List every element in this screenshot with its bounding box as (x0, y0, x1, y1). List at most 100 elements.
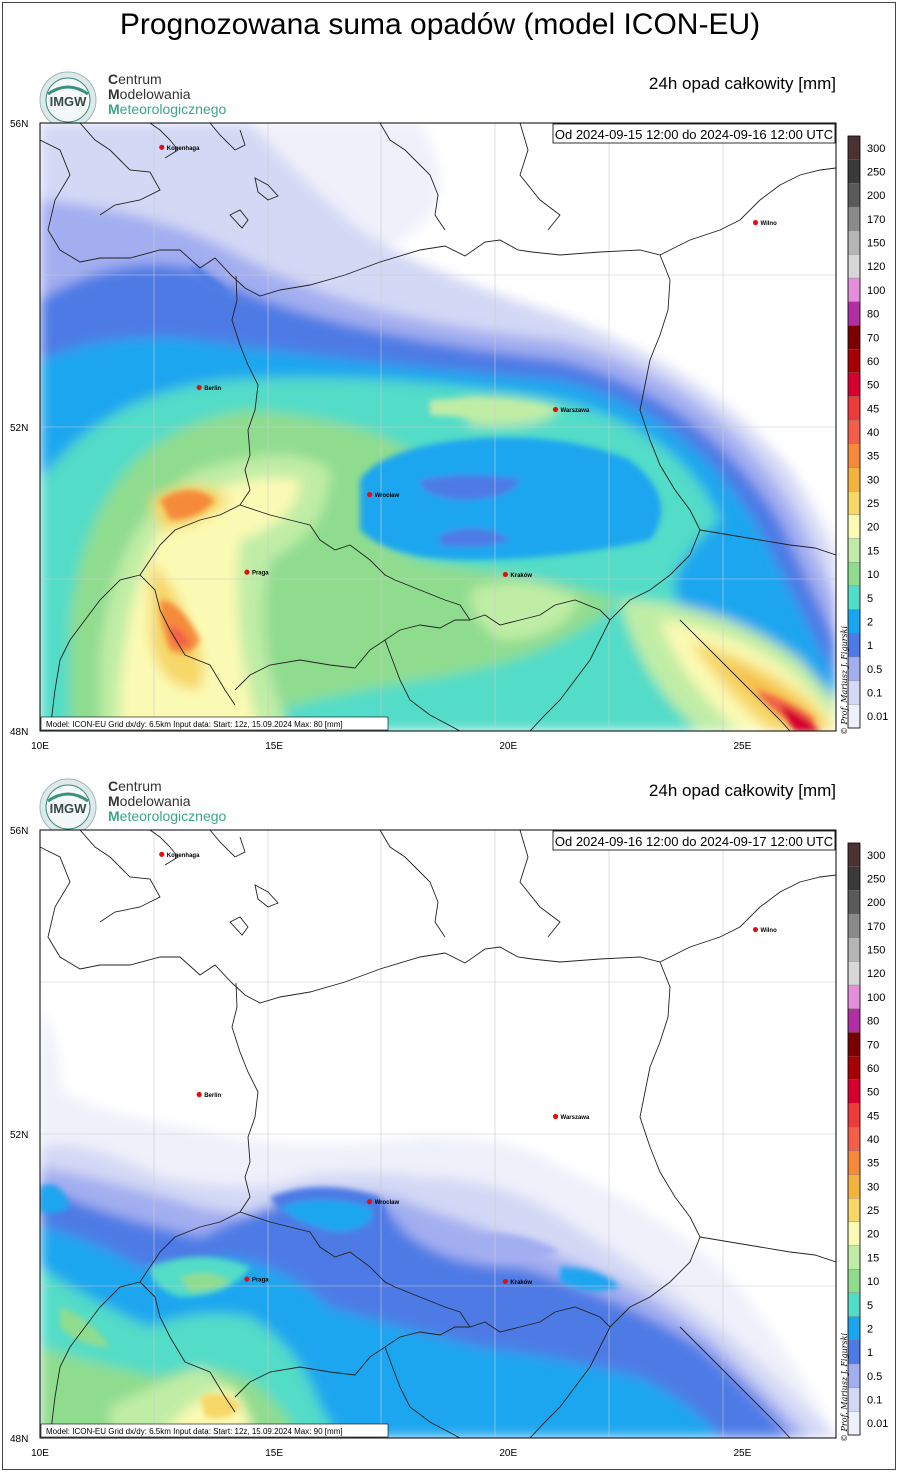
colorbar-label: 0.5 (867, 664, 882, 676)
city-dot (244, 569, 250, 575)
city-label: Kopenhaga (167, 853, 200, 859)
colorbar-label: 0.01 (867, 1418, 888, 1430)
lat-tick-label: 48N (10, 1434, 28, 1445)
colorbar-label: 200 (867, 897, 885, 909)
colorbar-label: 0.1 (867, 1394, 882, 1406)
colorbar-swatch (847, 230, 861, 255)
city-label: Kopenhaga (167, 146, 200, 152)
lat-tick-label: 56N (10, 826, 28, 837)
colorbar-swatch (847, 135, 861, 160)
city-marker: Kopenhaga (159, 851, 200, 859)
lat-tick-label: 52N (10, 423, 28, 434)
colorbar-label: 5 (867, 1300, 873, 1312)
colorbar-label: 15 (867, 1252, 879, 1264)
colorbar-label: 250 (867, 874, 885, 886)
colorbar-swatch (847, 348, 861, 373)
city-marker: Berlin (196, 384, 222, 392)
city-dot (367, 1199, 373, 1205)
city-marker: Warszawa (552, 406, 590, 414)
city-marker: Wrocław (367, 1199, 400, 1206)
lon-tick-label: 15E (265, 1448, 283, 1459)
colorbar-swatch (847, 1269, 861, 1294)
city-label: Berlin (204, 1093, 221, 1099)
colorbar-swatch (847, 1221, 861, 1246)
model-footer: Model: ICON-EU Grid dx/dy: 6.5km Input d… (40, 716, 389, 731)
colorbar-swatch (847, 1127, 861, 1151)
colorbar-label: 170 (867, 214, 885, 226)
model-footer: Model: ICON-EU Grid dx/dy: 6.5km Input d… (40, 1423, 389, 1438)
colorbar-swatch (847, 680, 861, 705)
svg-text:Od 2024-09-16 12:00 do 2024-09: Od 2024-09-16 12:00 do 2024-09-17 12:00 … (555, 834, 833, 849)
colorbar-swatch (847, 372, 861, 397)
colorbar-swatch (847, 538, 861, 563)
colorbar-label: 50 (867, 1087, 879, 1099)
colorbar-label: 0.1 (867, 687, 882, 699)
city-marker: Wrocław (367, 492, 400, 499)
colorbar-swatch (847, 633, 861, 658)
colorbar-label: 20 (867, 522, 879, 534)
colorbar-label: 0.01 (867, 711, 888, 723)
colorbar-label: 40 (867, 427, 879, 439)
city-marker: Kraków (502, 1278, 532, 1286)
coastlines-and-borders (40, 830, 836, 1438)
colorbar-swatch (847, 937, 861, 962)
colorbar-label: 1 (867, 1347, 873, 1359)
lon-tick-label: 20E (499, 1448, 517, 1459)
city-markers: Kopenhaga Wilno Berlin Warszawa Wrocław Praga… (159, 851, 777, 1286)
period-box: Od 2024-09-16 12:00 do 2024-09-17 12:00 … (552, 830, 836, 851)
colorbar-label: 300 (867, 143, 885, 155)
svg-text:Od 2024-09-15 12:00 do 2024-09: Od 2024-09-15 12:00 do 2024-09-16 12:00 … (555, 127, 833, 142)
colorbar-swatch (847, 301, 861, 326)
credit-text: © Prof. Mariusz J. Figurski (840, 1332, 849, 1442)
map-border (39, 829, 837, 1439)
svg-text:IMGW: IMGW (50, 801, 88, 816)
lon-tick-label: 15E (265, 741, 283, 752)
colorbar-swatch (847, 491, 861, 516)
city-label: Kraków (510, 573, 532, 579)
colorbar-swatch (847, 1245, 861, 1270)
colorbar-swatch (847, 1411, 861, 1436)
colorbar-swatch (847, 1008, 861, 1033)
colorbar-label: 2 (867, 616, 873, 628)
colorbar-swatch (847, 467, 861, 492)
city-dot (752, 926, 759, 933)
colorbar-label: 30 (867, 1181, 879, 1193)
longitude-ticks: 10E 15E 20E 25E (31, 1448, 751, 1459)
colorbar-swatch (847, 890, 861, 915)
colorbar-label: 20 (867, 1229, 879, 1241)
svg-text:IMGW: IMGW (50, 94, 88, 109)
colorbar-label: 80 (867, 1016, 879, 1028)
colorbar-label: 70 (867, 332, 879, 344)
colorbar-label: 15 (867, 545, 879, 557)
city-dot (196, 384, 202, 391)
city-marker: Kraków (502, 571, 532, 579)
colorbar-label: 45 (867, 1110, 879, 1122)
precip-colorbar: 3002502001701501201008070605045403530252… (847, 842, 888, 1436)
colorbar-swatch (847, 1079, 861, 1104)
lon-tick-label: 20E (499, 741, 517, 752)
colorbar-label: 10 (867, 569, 879, 581)
colorbar-swatch (847, 913, 861, 938)
colorbar-label: 100 (867, 992, 885, 1004)
city-dot (502, 1278, 509, 1285)
latitude-ticks: 56N 52N 48N (10, 119, 28, 738)
longitude-ticks: 10E 15E 20E 25E (31, 741, 751, 752)
city-label: Kraków (510, 1280, 532, 1286)
colorbar-swatch (847, 206, 861, 231)
colorbar-label: 250 (867, 167, 885, 179)
colorbar-label: 1 (867, 640, 873, 652)
colorbar-label: 60 (867, 1063, 879, 1075)
city-dot (552, 406, 559, 413)
colorbar-label: 25 (867, 498, 879, 510)
colorbar-swatch (847, 396, 861, 421)
main-title: Prognozowana suma opadów (model ICON-EU) (119, 8, 761, 41)
city-label: Praga (252, 571, 269, 577)
colorbar-swatch (847, 1316, 861, 1341)
lat-tick-label: 48N (10, 727, 28, 738)
city-dot (502, 571, 509, 578)
city-marker: Kopenhaga (159, 144, 200, 152)
forecast-panel-day2: IMGW Centrum Modelowania Meteorologiczne… (0, 707, 900, 1459)
colorbar-swatch (847, 420, 861, 444)
lon-tick-label: 10E (31, 741, 49, 752)
precip-map-day2: Kopenhaga Wilno Berlin Warszawa Wrocław Praga… (10, 826, 888, 1459)
